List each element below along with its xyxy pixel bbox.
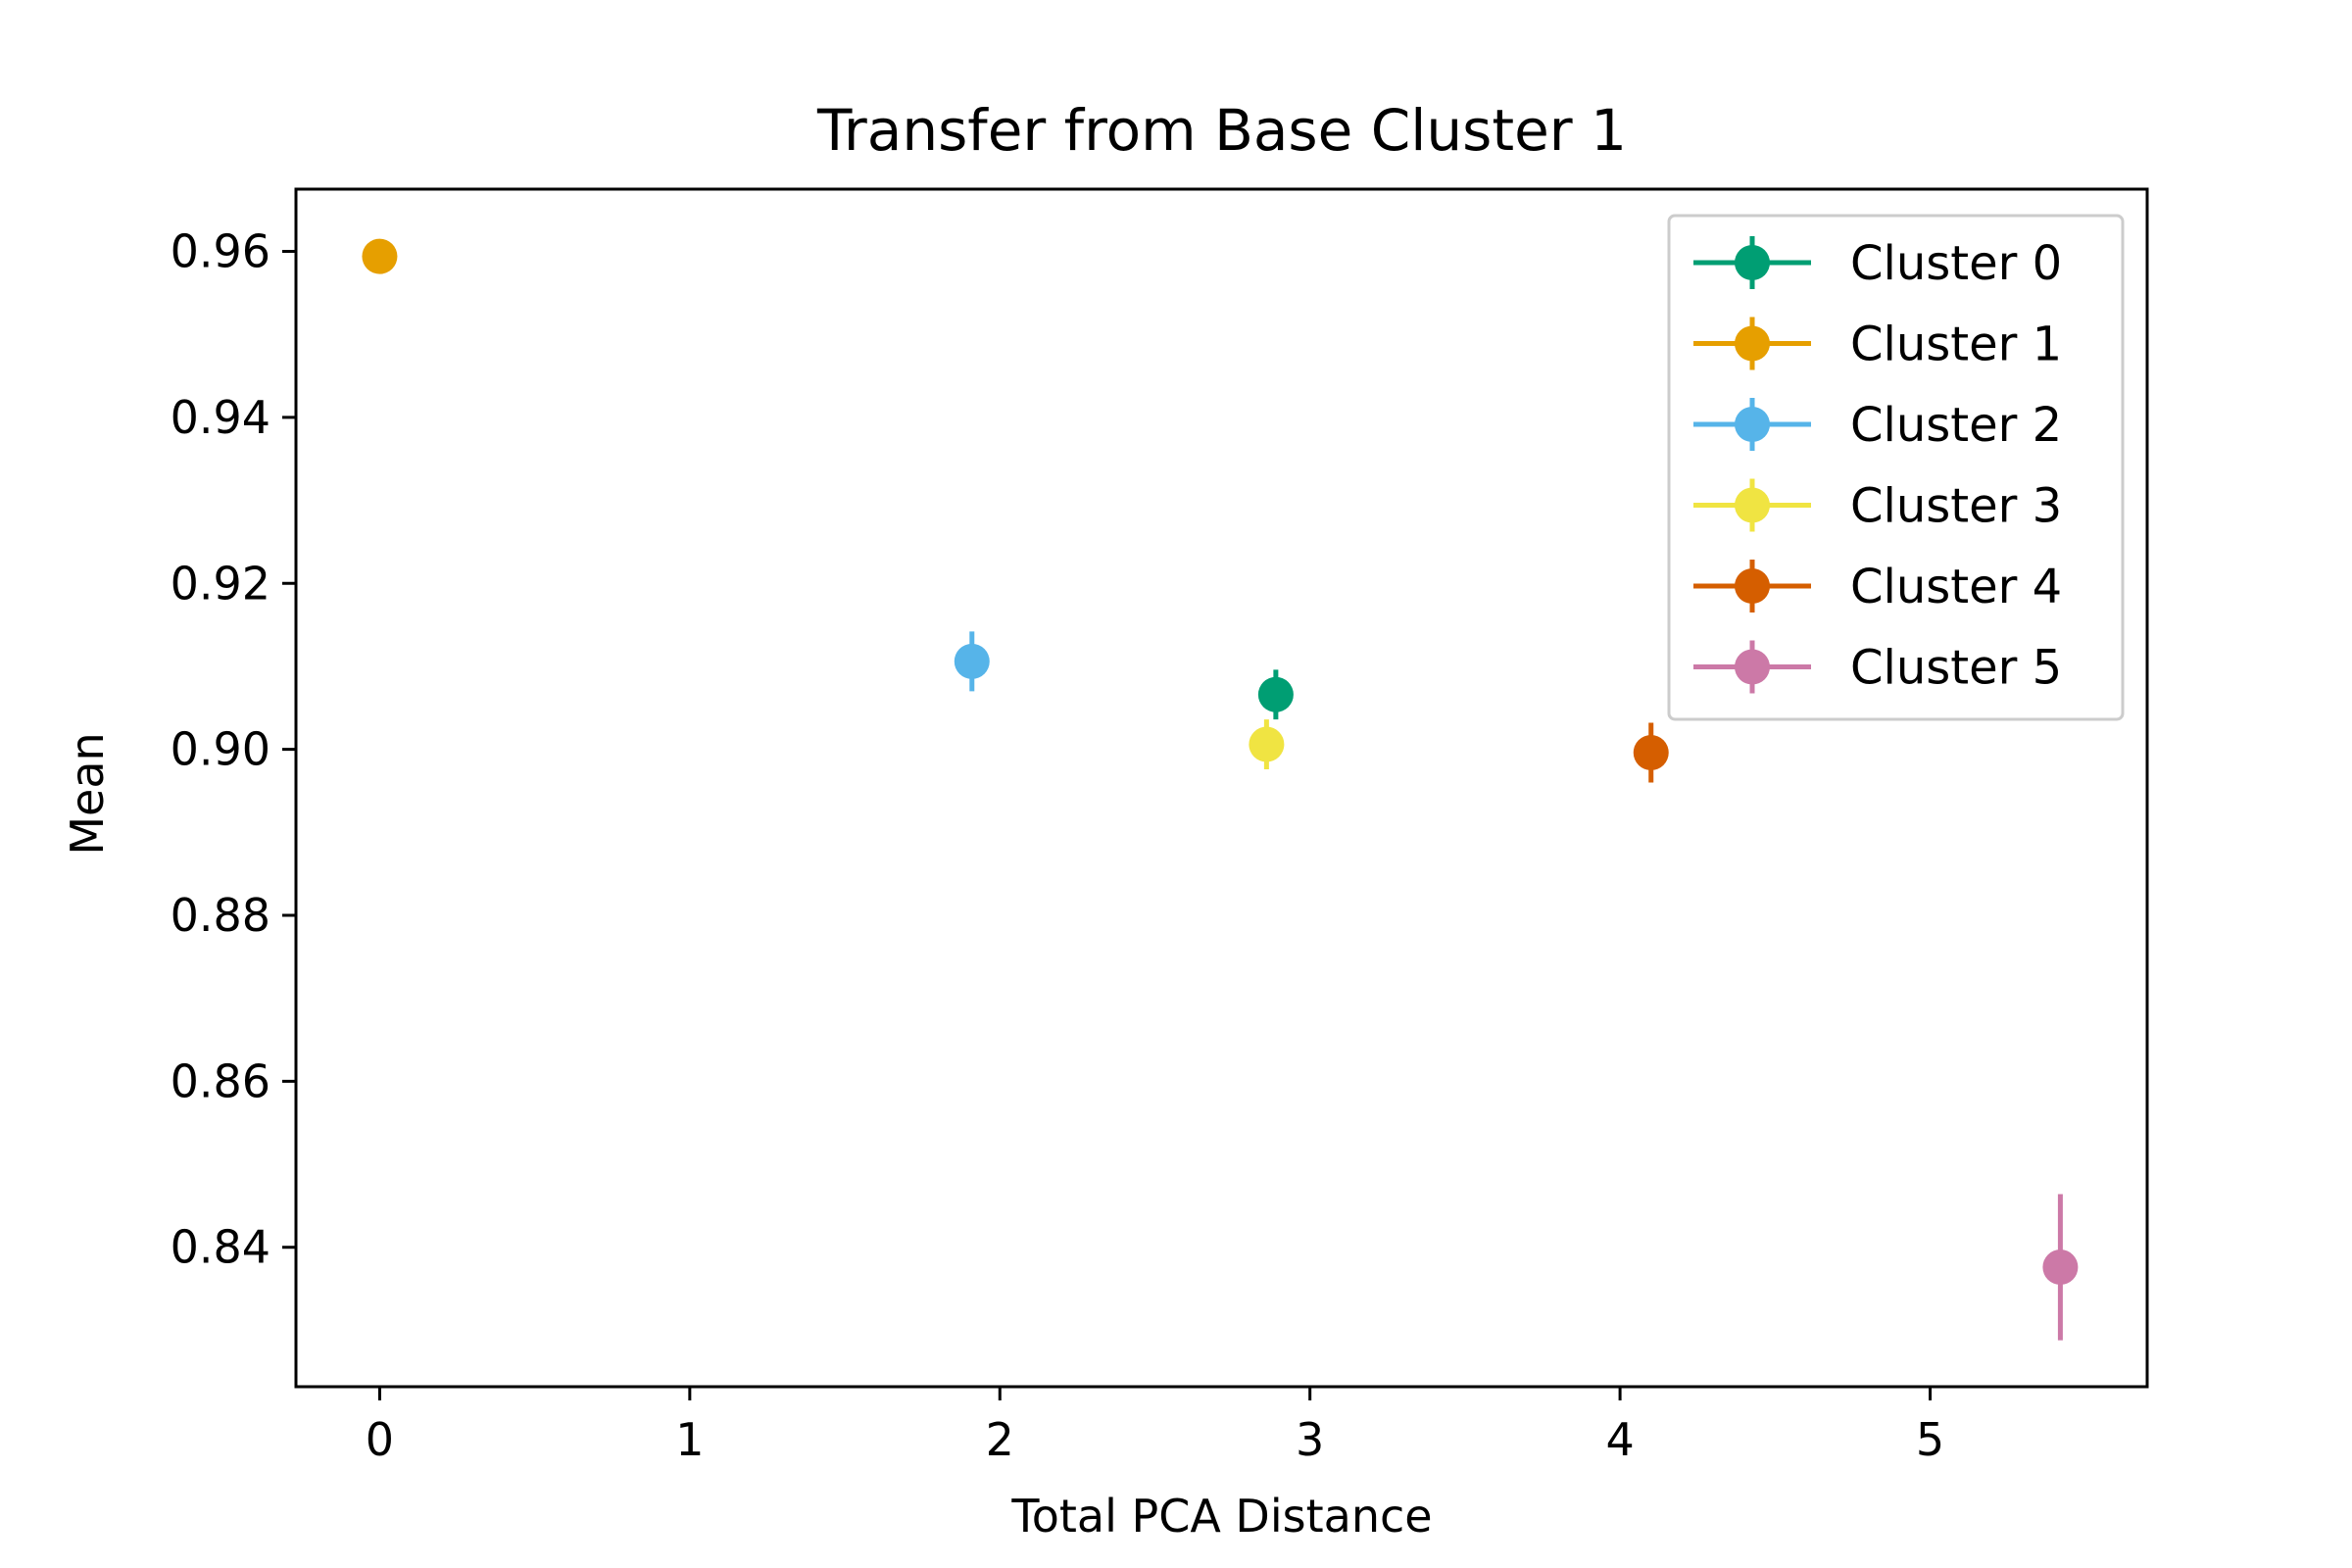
y-tick-label: 0.86: [171, 1054, 270, 1107]
legend-label: Cluster 5: [1850, 641, 2062, 696]
x-axis-label: Total PCA Distance: [1010, 1490, 1432, 1543]
data-point: [362, 238, 398, 274]
legend-marker: [1735, 649, 1770, 685]
data-point: [1257, 676, 1294, 712]
chart-title: Transfer from Base Cluster 1: [816, 97, 1627, 164]
legend-label: Cluster 1: [1850, 318, 2062, 372]
y-axis-ticks: 0.84 0.86 0.88 0.90 0.92 0.94 0.96: [171, 225, 296, 1274]
legend-marker: [1735, 487, 1770, 523]
legend-label: Cluster 0: [1850, 236, 2062, 291]
plot-area-frame: [294, 187, 2149, 1389]
legend-label: Cluster 3: [1850, 479, 2062, 534]
y-tick-label: 0.88: [171, 889, 270, 942]
legend-marker: [1735, 245, 1770, 280]
data-point: [2042, 1250, 2079, 1286]
y-tick-label: 0.90: [171, 723, 270, 776]
x-tick-label: 0: [366, 1413, 394, 1466]
y-axis-label: Mean: [61, 732, 114, 855]
legend-label: Cluster 2: [1850, 398, 2062, 453]
x-axis-ticks: 0 1 2 3 4 5: [366, 1387, 1944, 1466]
y-tick-label: 0.96: [171, 225, 270, 278]
x-tick-label: 2: [986, 1413, 1014, 1466]
data-points: [362, 238, 2079, 1341]
legend: Cluster 0 Cluster 1 Cluster 2 Cluster 3 Clus…: [1667, 214, 2125, 721]
x-tick-label: 3: [1296, 1413, 1324, 1466]
legend-marker: [1735, 407, 1770, 442]
y-tick-label: 0.94: [171, 391, 270, 444]
y-tick-label: 0.92: [171, 557, 270, 610]
data-point: [954, 643, 990, 679]
y-tick-label: 0.84: [171, 1221, 270, 1274]
data-point: [1249, 726, 1285, 762]
x-tick-label: 5: [1916, 1413, 1944, 1466]
legend-marker: [1735, 568, 1770, 604]
x-tick-label: 4: [1605, 1413, 1634, 1466]
legend-marker: [1735, 325, 1770, 362]
data-point: [1633, 735, 1669, 771]
legend-label: Cluster 4: [1850, 560, 2062, 614]
x-tick-label: 1: [675, 1413, 704, 1466]
